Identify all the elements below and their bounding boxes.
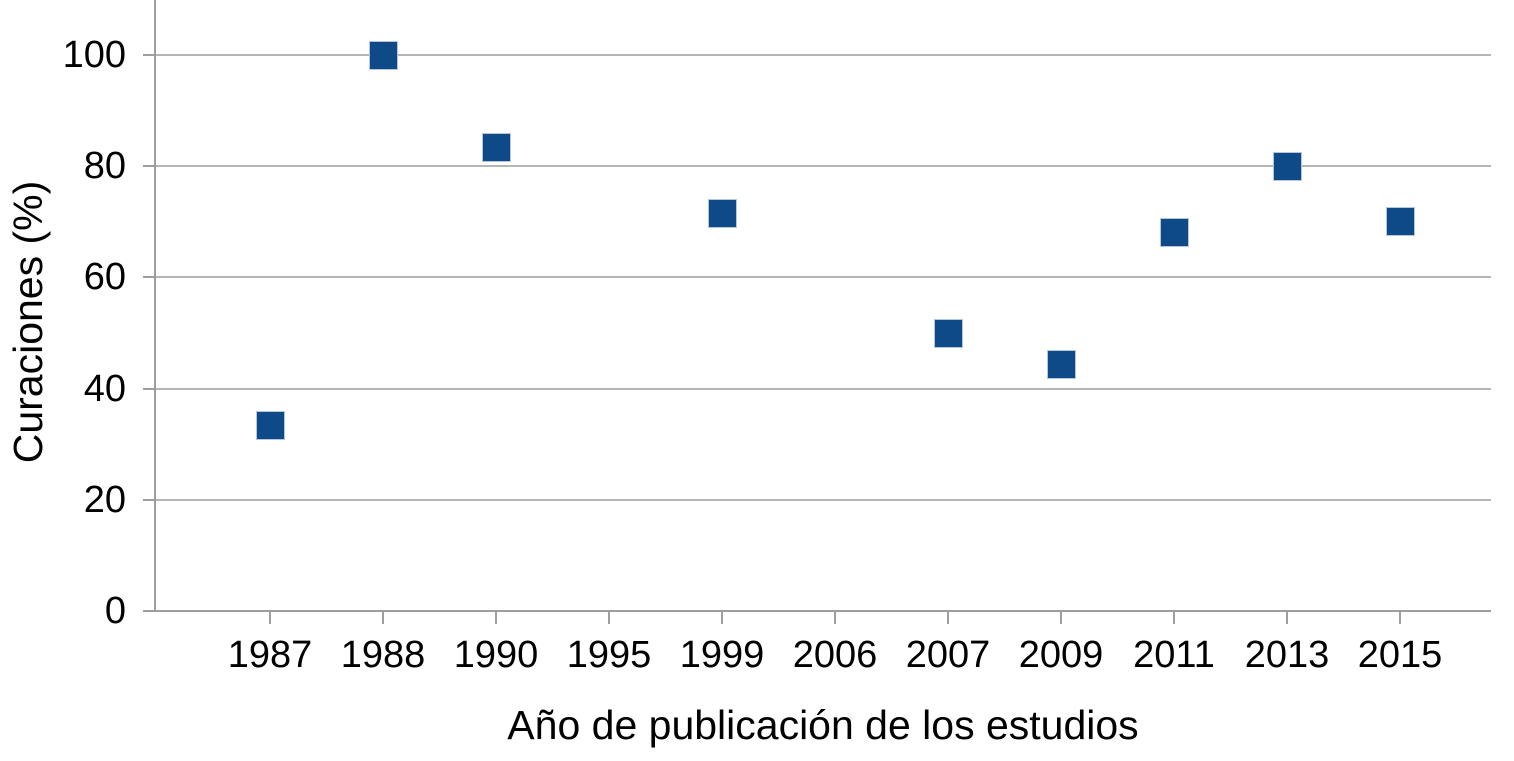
x-tick-2006 bbox=[834, 611, 836, 624]
y-tick-0 bbox=[143, 610, 156, 612]
y-tick-label-60: 60 bbox=[83, 256, 126, 299]
data-point-1988 bbox=[368, 40, 398, 70]
x-tick-label-2006: 2006 bbox=[792, 634, 878, 676]
x-tick-2015 bbox=[1399, 611, 1401, 624]
y-tick-40 bbox=[143, 387, 156, 390]
data-point-2011 bbox=[1159, 218, 1189, 248]
y-tick-100 bbox=[143, 54, 156, 56]
x-tick-label-1987: 1987 bbox=[227, 634, 313, 676]
x-tick-1987 bbox=[269, 611, 271, 624]
x-axis-line bbox=[154, 610, 1491, 612]
data-point-2013 bbox=[1272, 151, 1302, 181]
x-tick-1999 bbox=[721, 611, 723, 624]
x-tick-1988 bbox=[382, 611, 384, 624]
x-tick-label-1990: 1990 bbox=[453, 634, 539, 676]
x-tick-label-2013: 2013 bbox=[1244, 634, 1330, 676]
y-tick-label-80: 80 bbox=[83, 145, 126, 188]
y-tick-label-20: 20 bbox=[83, 478, 126, 521]
data-point-1987 bbox=[255, 411, 285, 441]
gridline-y-100 bbox=[155, 54, 1491, 56]
data-point-2015 bbox=[1385, 207, 1415, 237]
y-tick-20 bbox=[143, 498, 156, 501]
x-tick-2009 bbox=[1060, 611, 1062, 624]
x-tick-label-2007: 2007 bbox=[905, 634, 991, 676]
data-point-2009 bbox=[1046, 349, 1076, 379]
y-tick-label-100: 100 bbox=[62, 34, 126, 76]
y-axis-line bbox=[154, 0, 156, 612]
x-tick-label-1988: 1988 bbox=[340, 634, 426, 676]
y-tick-label-0: 0 bbox=[104, 590, 126, 632]
y-tick-label-40: 40 bbox=[83, 367, 126, 410]
x-axis-title: Año de publicación de los estudios bbox=[507, 702, 1139, 748]
y-tick-60 bbox=[143, 276, 156, 279]
data-point-1990 bbox=[481, 133, 511, 163]
data-point-2007 bbox=[933, 318, 963, 348]
x-tick-label-1995: 1995 bbox=[566, 634, 652, 676]
y-tick-80 bbox=[143, 165, 156, 168]
x-tick-2007 bbox=[947, 611, 949, 624]
gridline-y-40 bbox=[155, 387, 1491, 390]
x-tick-2011 bbox=[1173, 611, 1175, 624]
x-tick-label-2011: 2011 bbox=[1133, 634, 1215, 676]
gridline-y-20 bbox=[155, 498, 1491, 501]
data-point-1999 bbox=[707, 198, 737, 228]
gridline-y-80 bbox=[155, 165, 1491, 168]
x-tick-2013 bbox=[1286, 611, 1288, 624]
x-tick-1990 bbox=[495, 611, 497, 624]
x-tick-label-2015: 2015 bbox=[1357, 634, 1443, 676]
x-tick-1995 bbox=[608, 611, 610, 624]
x-tick-label-2009: 2009 bbox=[1018, 634, 1104, 676]
x-tick-label-1999: 1999 bbox=[679, 634, 765, 676]
y-axis-title: Curaciones (%) bbox=[5, 180, 51, 464]
gridline-y-60 bbox=[155, 276, 1491, 279]
